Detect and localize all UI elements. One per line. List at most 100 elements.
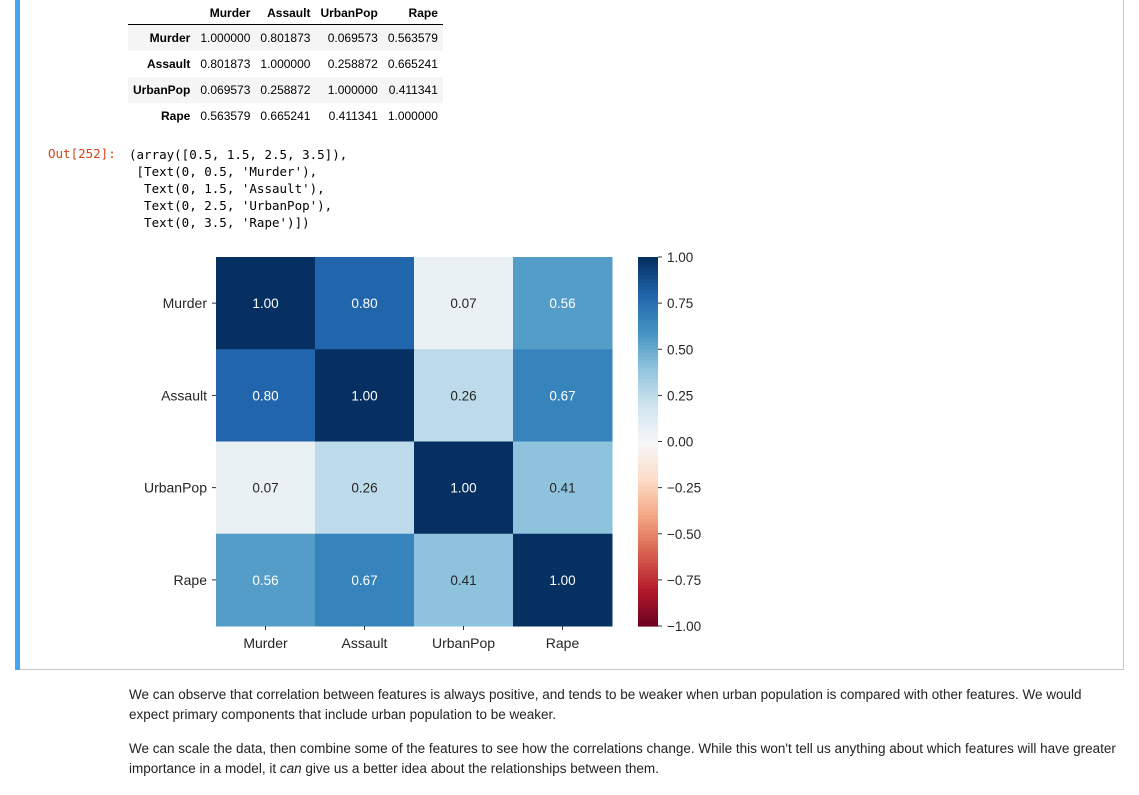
table-row: Rape 0.563579 0.665241 0.411341 1.000000	[128, 103, 443, 129]
heatmap-cell	[315, 441, 415, 535]
table-cell: 0.563579	[387, 31, 438, 45]
colorbar-segment	[638, 603, 658, 609]
heatmap-annotation: 0.07	[252, 481, 278, 496]
y-tick-label: Assault	[161, 387, 207, 403]
colorbar-segment	[638, 555, 658, 561]
table-row: Assault 0.801873 1.000000 0.258872 0.665…	[128, 51, 443, 77]
table-row: Murder 1.000000 0.801873 0.069573 0.5635…	[128, 24, 443, 51]
heatmap-annotation: 0.07	[450, 296, 476, 311]
heatmap-cell	[216, 349, 316, 442]
output-line: [Text(0, 0.5, 'Murder'),	[129, 164, 318, 179]
colorbar-tick-label: −0.75	[667, 573, 701, 588]
emphasis-text: can	[279, 761, 302, 776]
output-cell-frame	[15, 0, 1124, 670]
colorbar-segment	[638, 371, 658, 376]
colorbar-segment	[638, 596, 658, 601]
colorbar-segment	[638, 614, 658, 620]
colorbar-segment	[638, 448, 658, 454]
colorbar-segment	[638, 264, 658, 269]
colorbar-segment	[638, 600, 658, 605]
output-text: (array([0.5, 1.5, 2.5, 3.5]), [Text(0, 0…	[129, 146, 347, 231]
heatmap-cell	[513, 257, 613, 350]
cell-selection-bar[interactable]	[15, 0, 20, 670]
colorbar-segment	[638, 282, 658, 288]
colorbar-segment	[638, 548, 658, 553]
colorbar-segment	[638, 312, 658, 317]
colorbar-segment	[638, 382, 658, 387]
colorbar-segment	[638, 474, 658, 479]
table-cell: 0.069573	[200, 83, 251, 97]
colorbar-segment	[638, 496, 658, 502]
colorbar-tick-label: 0.75	[667, 296, 693, 311]
y-tick-label: UrbanPop	[144, 480, 207, 496]
colorbar-segment	[638, 552, 658, 557]
colorbar-segment	[638, 330, 658, 336]
table-cell: 0.069573	[327, 31, 378, 45]
markdown-paragraph: We can observe that correlation between …	[129, 687, 1082, 722]
heatmap-cell	[216, 441, 316, 535]
colorbar-tick-label: 0.25	[667, 388, 693, 403]
colorbar-segment	[638, 585, 658, 590]
table-cell: 0.665241	[260, 109, 311, 123]
colorbar-tick-label: −1.00	[667, 619, 701, 634]
colorbar-segment	[638, 286, 658, 291]
heatmap-annotation: 0.41	[549, 481, 575, 496]
table-cell: 0.411341	[388, 83, 438, 97]
colorbar-segment	[638, 404, 658, 409]
table-cell: 0.563579	[200, 109, 251, 123]
y-tick-label: Murder	[163, 295, 208, 311]
colorbar-segment	[638, 489, 658, 494]
colorbar-segment	[638, 445, 658, 450]
colorbar-segment	[638, 471, 658, 476]
table-row: UrbanPop 0.069573 0.258872 1.000000 0.41…	[128, 77, 443, 103]
colorbar-segment	[638, 400, 658, 406]
colorbar-segment	[638, 459, 658, 465]
colorbar-segment	[638, 578, 658, 583]
output-line: (array([0.5, 1.5, 2.5, 3.5]),	[129, 147, 348, 162]
heatmap-cell	[513, 441, 613, 535]
colorbar-segment	[638, 478, 658, 483]
colorbar-segment	[638, 308, 658, 313]
colorbar-segment	[638, 319, 658, 325]
y-tick-label: Rape	[174, 572, 208, 588]
colorbar-segment	[638, 338, 658, 343]
colorbar-segment	[638, 533, 658, 539]
heatmap-annotation: 0.56	[549, 296, 575, 311]
x-tick-label: Assault	[342, 635, 388, 651]
colorbar-segment	[638, 518, 658, 524]
colorbar-segment	[638, 378, 658, 384]
heatmap-annotation: 1.00	[252, 296, 278, 311]
heatmap-annotation: 1.00	[450, 481, 476, 496]
heatmap-annotation: 0.26	[450, 388, 476, 403]
dataframe-header-row: Murder Assault UrbanPop Rape	[128, 6, 443, 25]
colorbar-segment	[638, 268, 658, 273]
heatmap-cell	[216, 533, 316, 627]
colorbar-segment	[638, 622, 658, 627]
heatmap-annotation: 0.67	[549, 388, 575, 403]
colorbar-segment	[638, 271, 658, 277]
heatmap-annotation: 1.00	[549, 573, 575, 588]
colorbar-segment	[638, 515, 658, 520]
colorbar-segment	[638, 411, 658, 417]
heatmap-cell	[513, 533, 613, 627]
colorbar-segment	[638, 415, 658, 420]
colorbar-segment	[638, 541, 658, 546]
table-cell: 1.000000	[260, 57, 311, 71]
colorbar-segment	[638, 364, 658, 369]
heatmap-cell	[414, 533, 514, 627]
colorbar-segment	[638, 393, 658, 398]
row-index: Murder	[149, 31, 191, 45]
row-index: Rape	[161, 109, 191, 123]
colorbar-segment	[638, 260, 658, 265]
colorbar-segment	[638, 592, 658, 598]
colorbar-tick-label: 0.50	[667, 342, 693, 357]
colorbar-segment	[638, 493, 658, 498]
colorbar-segment	[638, 537, 658, 542]
heatmap-annotation: 0.26	[351, 481, 377, 496]
colorbar-segment	[638, 293, 658, 299]
colorbar-segment	[638, 341, 658, 347]
colorbar-segment	[638, 511, 658, 516]
colorbar-segment	[638, 397, 658, 402]
colorbar-segment	[638, 463, 658, 468]
colorbar-segment	[638, 530, 658, 535]
